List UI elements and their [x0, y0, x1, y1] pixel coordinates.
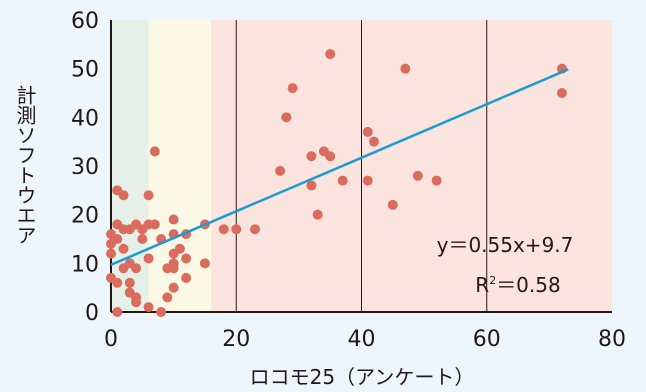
data-point-2 [106, 248, 116, 259]
trendline [110, 68, 569, 266]
data-point-56 [325, 49, 336, 60]
data-point-49 [281, 112, 292, 123]
data-point-46 [231, 224, 242, 235]
data-point-20 [131, 297, 142, 308]
tick-labels: 0 10 20 30 40 50 60 0 20 40 60 80 [71, 9, 626, 352]
y-tick-label-40: 40 [71, 106, 99, 131]
data-point-52 [306, 180, 317, 191]
data-point-30 [156, 307, 167, 317]
trendline-group [110, 68, 569, 266]
equation-label: y＝0.55x+9.7 [437, 233, 574, 257]
data-point-42 [181, 272, 192, 283]
data-point-39 [174, 243, 185, 254]
y-axis-title: 計測ソフトウエア [13, 85, 37, 245]
data-point-63 [412, 170, 423, 181]
data-point-38 [168, 282, 179, 293]
data-point-15 [124, 277, 135, 288]
vertical-lines [235, 20, 488, 312]
y-tick-label-30: 30 [71, 155, 99, 180]
background-bands [111, 20, 612, 312]
data-point-66 [556, 88, 567, 98]
band-1 [148, 20, 212, 312]
data-point-7 [112, 277, 123, 288]
x-tick-label-20: 20 [222, 327, 250, 352]
data-point-23 [143, 190, 154, 201]
axes [110, 20, 612, 313]
data-point-22 [137, 234, 148, 244]
data-point-51 [306, 151, 317, 162]
x-tick-label-80: 80 [598, 327, 626, 352]
r2-letter: R [475, 273, 489, 297]
data-point-53 [312, 209, 323, 220]
data-point-4 [112, 234, 123, 244]
data-point-64 [431, 175, 442, 186]
data-point-41 [181, 253, 192, 264]
data-point-44 [199, 258, 210, 269]
data-point-55 [325, 151, 336, 162]
data-point-25 [143, 253, 154, 264]
band-2 [211, 20, 612, 312]
data-point-47 [250, 224, 261, 235]
data-point-27 [149, 146, 160, 157]
data-point-50 [287, 83, 298, 94]
r2-label: R2＝0.58 [475, 273, 560, 297]
r2-superscript: 2 [489, 274, 496, 287]
data-point-59 [362, 175, 373, 186]
data-point-26 [143, 302, 154, 313]
data-point-9 [118, 190, 129, 201]
x-tick-label-60: 60 [473, 327, 501, 352]
x-tick-label-0: 0 [104, 327, 118, 352]
data-point-28 [149, 219, 160, 230]
data-point-8 [112, 307, 123, 317]
y-tick-label-60: 60 [71, 9, 99, 34]
data-point-45 [218, 224, 229, 235]
y-tick-label-0: 0 [85, 301, 99, 326]
data-point-57 [337, 175, 348, 186]
data-point-33 [168, 214, 179, 225]
data-point-60 [369, 136, 380, 147]
y-tick-label-20: 20 [71, 204, 99, 229]
y-tick-label-50: 50 [71, 58, 99, 83]
x-tick-label-40: 40 [348, 327, 376, 352]
y-tick-label-10: 10 [71, 252, 99, 277]
data-point-62 [400, 63, 411, 74]
data-point-32 [162, 292, 173, 303]
data-point-11 [118, 243, 129, 254]
x-axis-title: ロコモ25（アンケート） [250, 365, 475, 389]
data-point-58 [362, 126, 373, 137]
data-point-37 [168, 263, 179, 274]
data-point-18 [131, 263, 142, 274]
data-point-61 [387, 199, 398, 210]
r2-value: ＝0.58 [496, 273, 561, 297]
data-point-48 [275, 165, 286, 176]
